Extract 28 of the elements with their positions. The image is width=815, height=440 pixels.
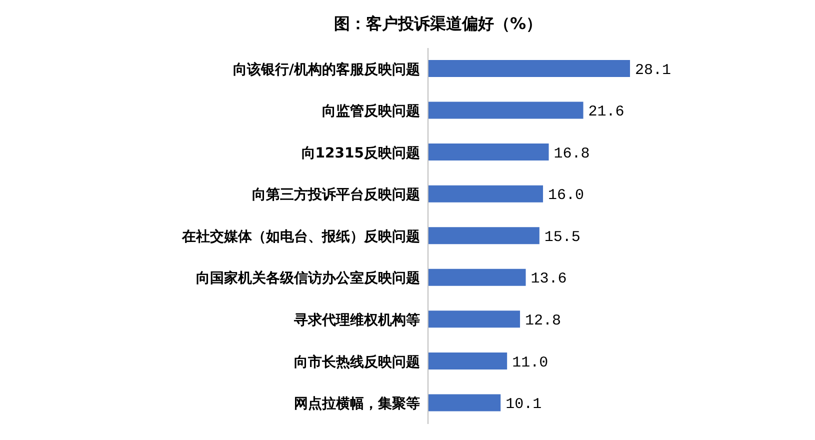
data-label: 28.1 — [635, 62, 672, 79]
data-label: 15.5 — [544, 228, 580, 246]
data-label: 16.8 — [554, 145, 590, 162]
y-tick-label: 网点拉横幅，集聚等 — [294, 396, 420, 412]
bar — [428, 185, 544, 202]
y-tick-label: 向监管反映问题 — [322, 102, 420, 120]
data-label: 10.1 — [506, 396, 542, 414]
data-label: 13.6 — [530, 270, 567, 288]
data-label: 11.0 — [512, 354, 548, 372]
bar — [428, 352, 508, 370]
bar — [428, 102, 584, 119]
y-tick-label: 向第三方投诉平台反映问题 — [252, 186, 420, 204]
chart-title: 图：客户投诉渠道偏好（%） — [332, 13, 544, 35]
y-tick-label: 向市长热线反映问题 — [294, 353, 420, 370]
bar — [428, 394, 501, 412]
data-label: 16.0 — [548, 187, 584, 204]
bar — [428, 144, 549, 161]
y-tick-label: 在社交媒体（如电台、报纸）反映问题 — [181, 228, 420, 245]
y-tick-label: 向该银行/机构的客服反映问题 — [232, 60, 420, 78]
bar — [428, 227, 540, 244]
y-tick-label: 向国家机关各级信访办公室反映问题 — [196, 270, 420, 287]
data-label: 12.8 — [525, 312, 562, 330]
bar — [428, 310, 520, 328]
y-tick-label: 向12315反映问题 — [301, 144, 420, 162]
y-tick-label: 寻求代理维权机构等 — [293, 312, 420, 329]
bar — [428, 60, 630, 77]
bar — [428, 268, 526, 286]
data-label: 21.6 — [588, 104, 624, 121]
